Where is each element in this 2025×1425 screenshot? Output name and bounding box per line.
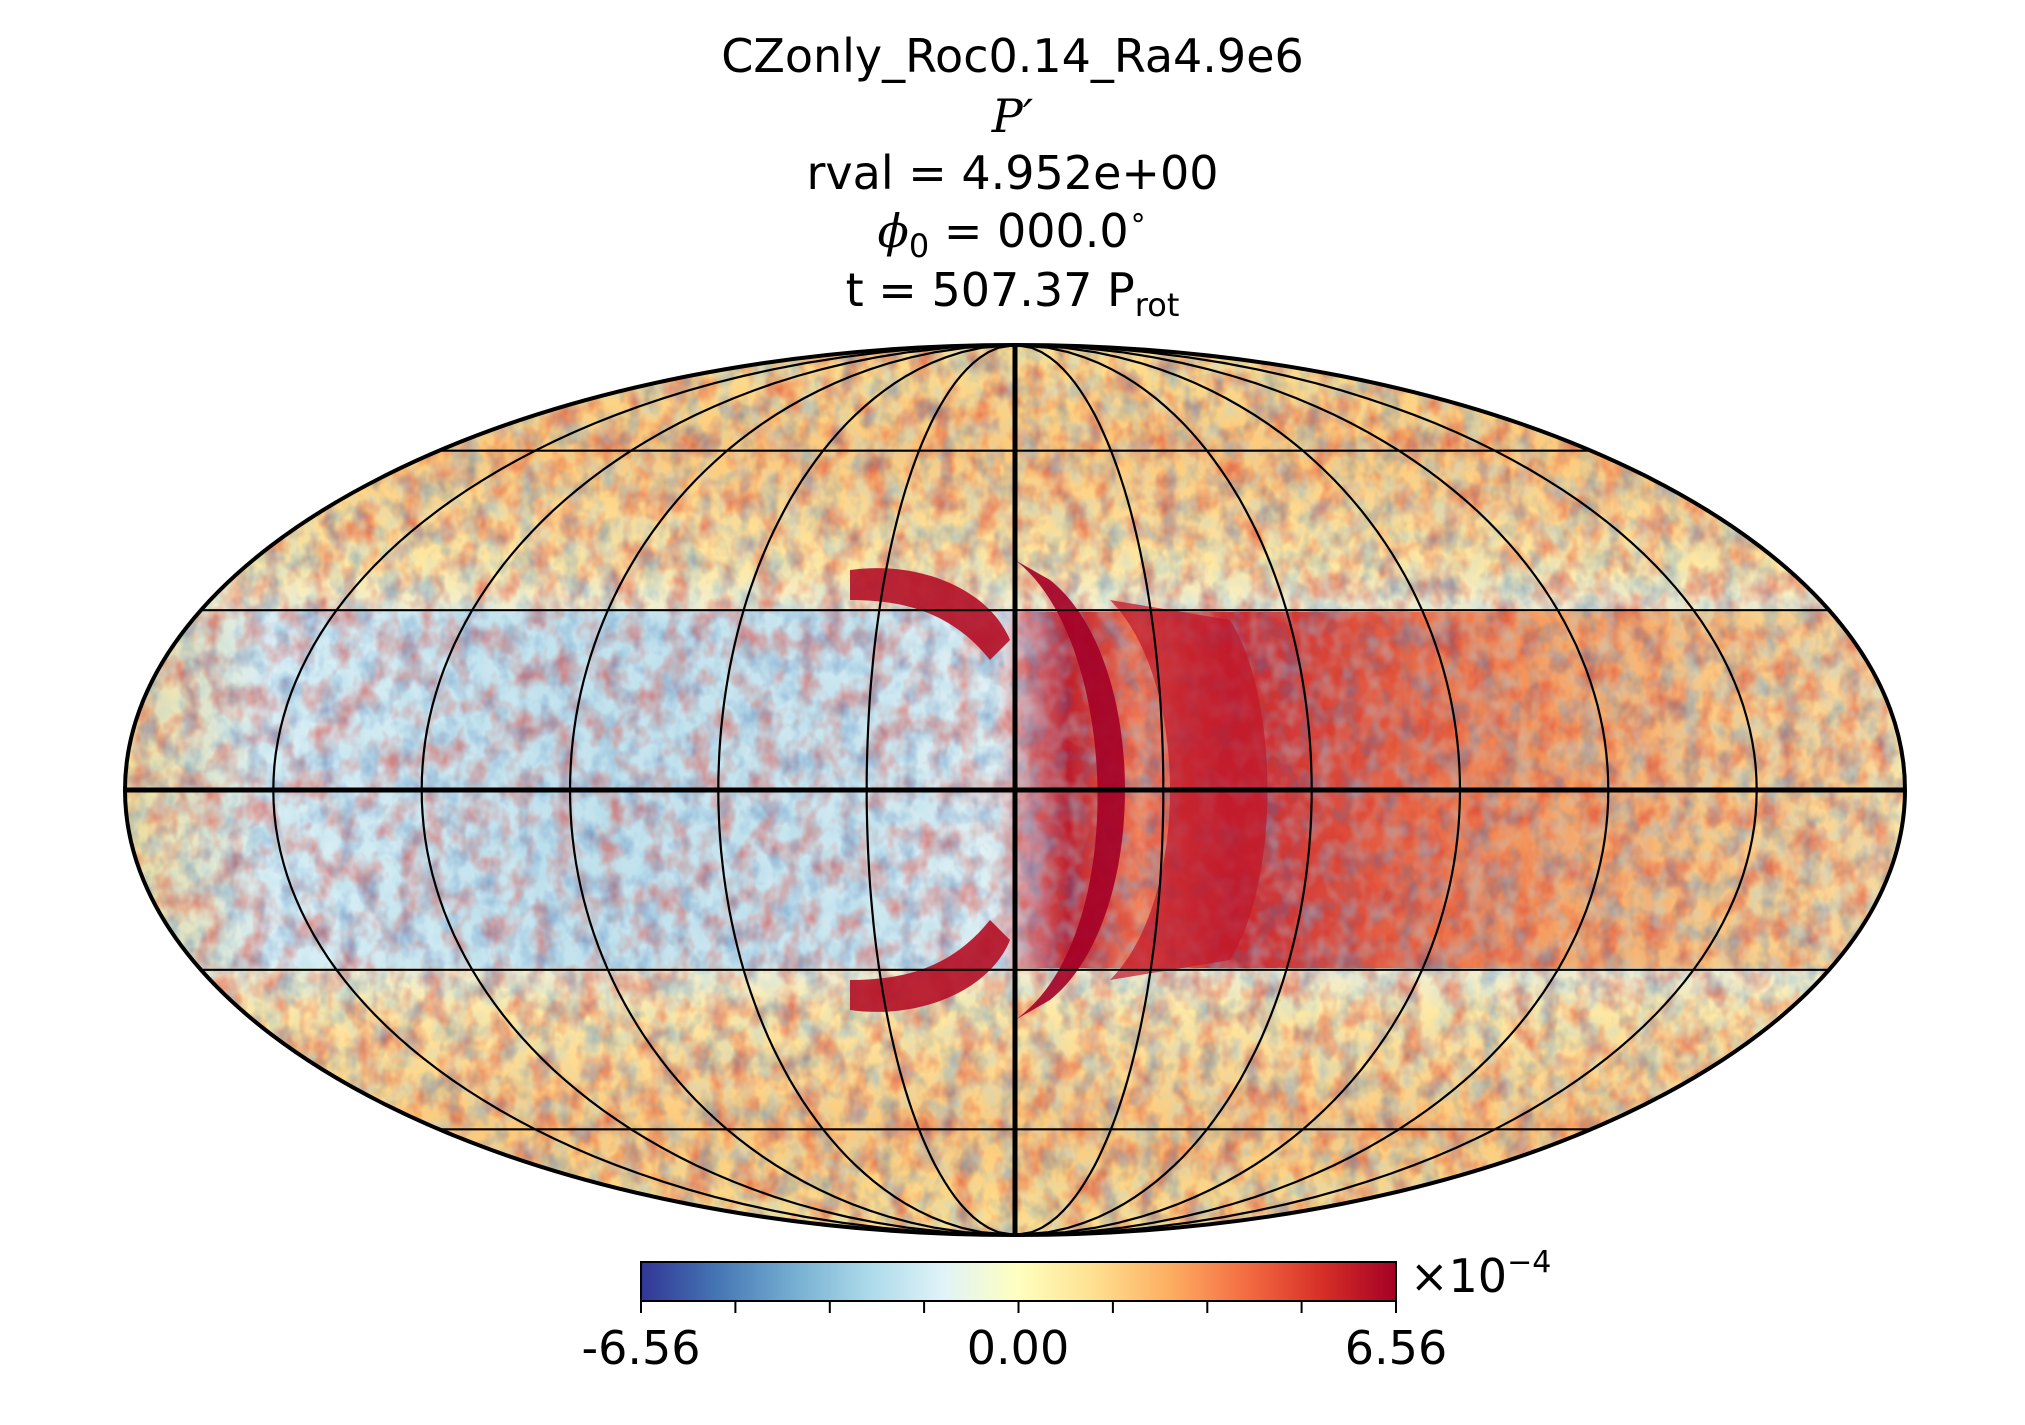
colorbar-tick-label-min: -6.56 [581,1321,701,1375]
title-run-name: CZonly_Roc0.14_Ra4.9e6 [721,29,1304,83]
map-outline [123,343,1907,1237]
title-quantity: P′ [991,89,1034,143]
colorbar-gradient [640,1261,1397,1302]
colorbar [640,1261,1397,1313]
colorbar-multiplier: ×10−4 [1410,1245,1552,1304]
title-rval: rval = 4.952e+00 [806,146,1219,200]
title-time: t = 507.37 Prot [845,263,1180,324]
colorbar-ticks [640,1301,1397,1313]
colorbar-tick-label-zero: 0.00 [966,1321,1070,1375]
colorbar-tick-label-max: 6.56 [1344,1321,1448,1375]
graticule-grid [125,343,1905,1237]
title-phi: ϕ0 = 000.0∘ [877,200,1148,265]
